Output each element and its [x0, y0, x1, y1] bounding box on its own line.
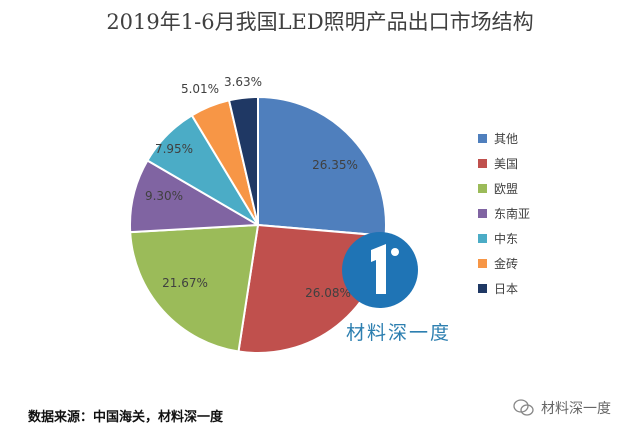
- pie-data-label: 3.63%: [224, 75, 262, 89]
- pie-data-label: 26.08%: [305, 286, 351, 300]
- chart-title: 2019年1-6月我国LED照明产品出口市场结构: [106, 10, 534, 34]
- legend-label: 其他: [494, 132, 519, 146]
- legend-item: 东南亚: [478, 201, 530, 226]
- legend-swatch: [478, 134, 487, 143]
- legend-item: 欧盟: [478, 176, 530, 201]
- watermark-text: 材料深一度: [541, 401, 611, 417]
- legend-swatch: [478, 284, 487, 293]
- legend-swatch: [478, 159, 487, 168]
- wechat-watermark: 材料深一度: [513, 398, 611, 418]
- legend-item: 金砖: [478, 251, 530, 276]
- pie-slice-1: [257, 95, 387, 237]
- legend: 其他美国欧盟东南亚中东金砖日本: [478, 126, 530, 301]
- pie-slice-7: [227, 95, 259, 226]
- legend-label: 美国: [494, 157, 519, 171]
- pie-data-label: 21.67%: [162, 276, 208, 290]
- legend-item: 中东: [478, 226, 530, 251]
- logo-text: 材料深一度: [346, 322, 452, 344]
- pie-labels: 26.35% 26.08% 21.67% 9.30% 7.95% 5.01% 3.63%: [145, 75, 358, 300]
- wechat-icon: [513, 399, 534, 416]
- legend-item: 其他: [478, 126, 530, 151]
- legend-label: 金砖: [494, 257, 519, 271]
- data-source-note: 数据来源：中国海关，材料深一度: [28, 410, 224, 425]
- legend-swatch: [478, 234, 487, 243]
- legend-label: 日本: [494, 282, 519, 296]
- legend-label: 欧盟: [494, 182, 519, 196]
- legend-swatch: [478, 184, 487, 193]
- legend-label: 中东: [494, 232, 519, 246]
- pie-data-label: 7.95%: [155, 142, 193, 156]
- pie-data-label: 9.30%: [145, 189, 183, 203]
- pie-slice-3: [129, 223, 260, 353]
- pie-data-label: 26.35%: [312, 158, 358, 172]
- legend-swatch: [478, 259, 487, 268]
- legend-label: 东南亚: [494, 207, 531, 221]
- legend-swatch: [478, 209, 487, 218]
- legend-item: 美国: [478, 151, 530, 176]
- legend-item: 日本: [478, 276, 530, 301]
- brand-logo: [342, 230, 492, 350]
- pie-data-label: 5.01%: [181, 82, 219, 96]
